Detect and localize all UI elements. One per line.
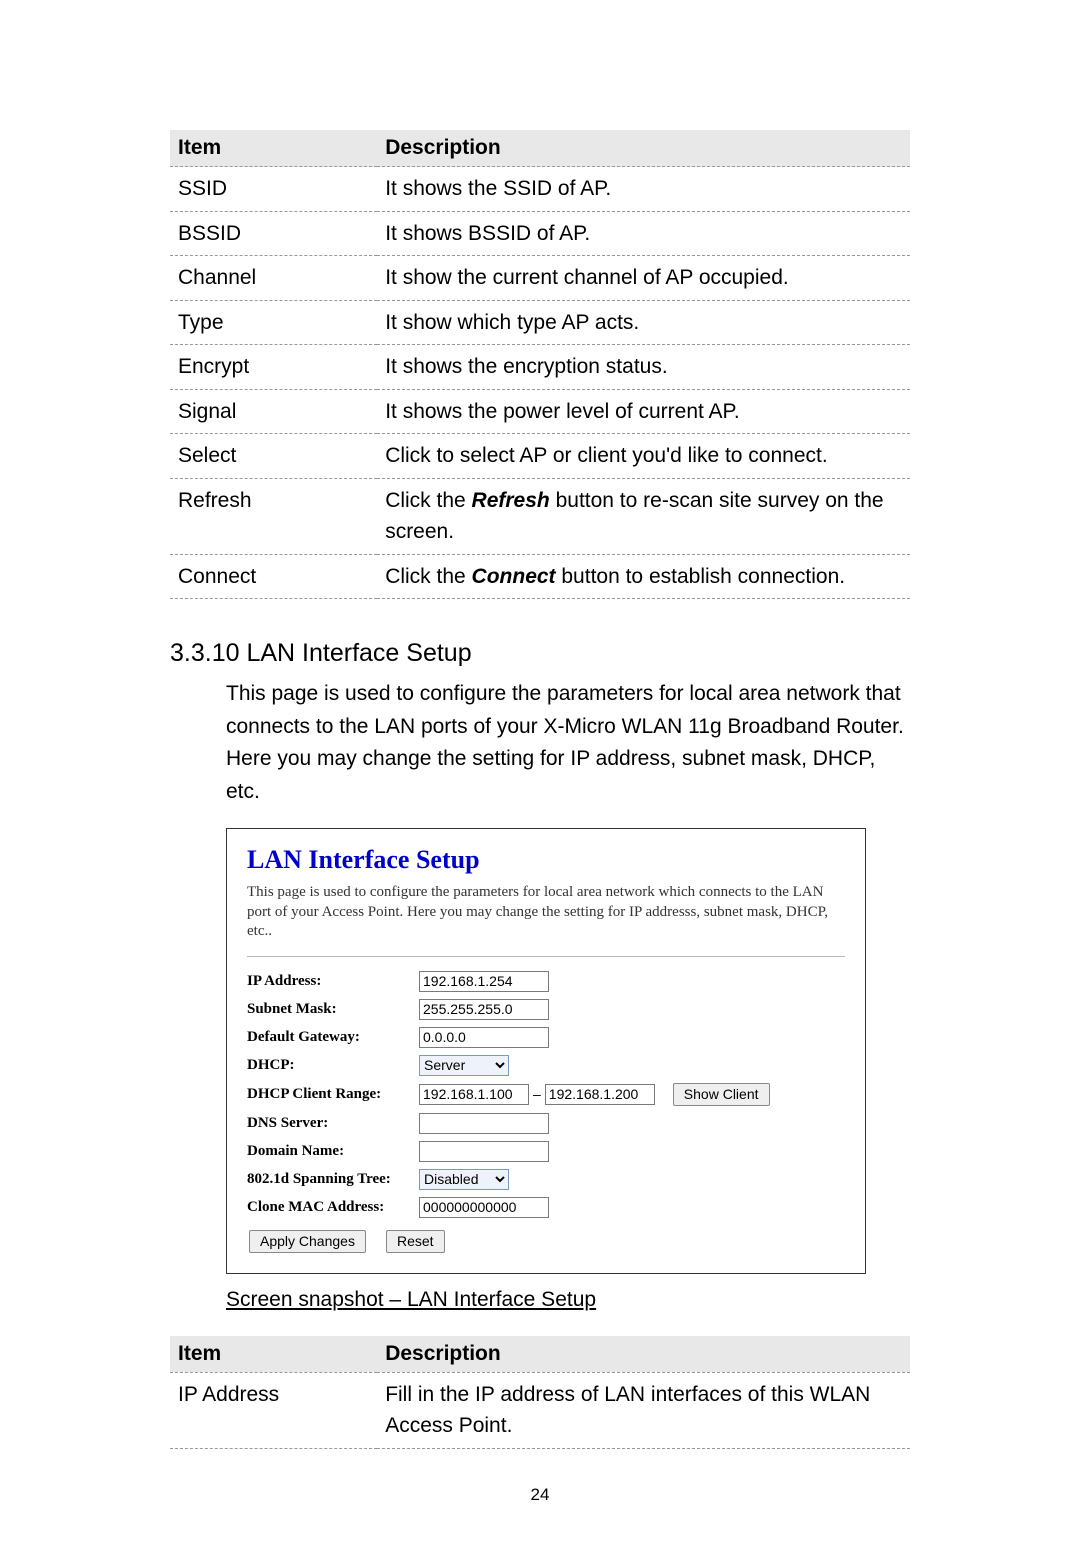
default-gateway-input[interactable] [419,1027,549,1048]
label-range: DHCP Client Range: [247,1086,419,1103]
lan-desc-table: Item Description IP Address Fill in the … [170,1336,910,1449]
label-dns: DNS Server: [247,1115,419,1132]
page-content: Item Description SSID It shows the SSID … [0,0,1080,1545]
cell-desc: It shows BSSID of AP. [377,211,910,256]
label-stp: 802.1d Spanning Tree: [247,1171,419,1188]
desc-bold: Connect [472,565,556,588]
button-row: Apply Changes Reset [247,1230,845,1253]
label-clone: Clone MAC Address: [247,1199,419,1216]
cell-item: SSID [170,167,377,212]
table-row: IP Address Fill in the IP address of LAN… [170,1372,910,1448]
desc-bold: Refresh [472,489,550,512]
table-row: Select Click to select AP or client you'… [170,434,910,479]
survey-desc-table: Item Description SSID It shows the SSID … [170,130,910,599]
domain-name-input[interactable] [419,1141,549,1162]
section-body: This page is used to configure the param… [226,678,910,808]
section-number: 3.3.10 [170,639,240,667]
dhcp-range-to-input[interactable] [545,1084,655,1105]
table-row: Encrypt It shows the encryption status. [170,345,910,390]
section-heading: 3.3.10 LAN Interface Setup [170,639,910,668]
dns-server-input[interactable] [419,1113,549,1134]
label-dhcp: DHCP: [247,1057,419,1074]
section-title-text: LAN Interface Setup [246,639,471,667]
range-separator: – [533,1086,541,1102]
desc-pre: Click the [385,565,471,588]
header-item: Item [170,1336,377,1373]
cell-desc: Fill in the IP address of LAN interfaces… [377,1372,910,1448]
row-dhcp: DHCP: Server [247,1055,845,1076]
cell-desc: Click the Connect button to establish co… [377,554,910,599]
cell-item: Refresh [170,478,377,554]
cell-item: Encrypt [170,345,377,390]
table-row: BSSID It shows BSSID of AP. [170,211,910,256]
lan-setup-panel: LAN Interface Setup This page is used to… [226,828,866,1274]
row-domain: Domain Name: [247,1141,845,1162]
desc-pre: Click the [385,489,471,512]
cell-desc: It shows the power level of current AP. [377,389,910,434]
dhcp-range-from-input[interactable] [419,1084,529,1105]
subnet-mask-input[interactable] [419,999,549,1020]
cell-desc: It show the current channel of AP occupi… [377,256,910,301]
label-domain: Domain Name: [247,1143,419,1160]
cell-desc: It show which type AP acts. [377,300,910,345]
label-mask: Subnet Mask: [247,1001,419,1018]
header-item: Item [170,130,377,167]
row-stp: 802.1d Spanning Tree: Disabled [247,1169,845,1190]
cell-item: Signal [170,389,377,434]
table-header-row: Item Description [170,1336,910,1373]
table-row: Signal It shows the power level of curre… [170,389,910,434]
cell-item: Connect [170,554,377,599]
cell-item: Type [170,300,377,345]
row-dns: DNS Server: [247,1113,845,1134]
header-desc: Description [377,1336,910,1373]
cell-item: IP Address [170,1372,377,1448]
label-gw: Default Gateway: [247,1029,419,1046]
row-mask: Subnet Mask: [247,999,845,1020]
cell-item: BSSID [170,211,377,256]
row-gw: Default Gateway: [247,1027,845,1048]
cell-desc: Click to select AP or client you'd like … [377,434,910,479]
cell-desc: Click the Refresh button to re-scan site… [377,478,910,554]
table-row: Connect Click the Connect button to esta… [170,554,910,599]
cell-item: Select [170,434,377,479]
setup-intro: This page is used to configure the param… [247,883,845,957]
cell-desc: It shows the encryption status. [377,345,910,390]
ip-address-input[interactable] [419,971,549,992]
row-clone: Clone MAC Address: [247,1197,845,1218]
cell-desc: It shows the SSID of AP. [377,167,910,212]
dhcp-select[interactable]: Server [419,1055,509,1076]
show-client-button[interactable]: Show Client [673,1083,770,1106]
row-range: DHCP Client Range: – Show Client [247,1083,845,1106]
spanning-tree-select[interactable]: Disabled [419,1169,509,1190]
clone-mac-input[interactable] [419,1197,549,1218]
cell-item: Channel [170,256,377,301]
page-number: 24 [170,1485,910,1505]
reset-button[interactable]: Reset [386,1230,445,1253]
setup-title: LAN Interface Setup [247,845,845,875]
apply-changes-button[interactable]: Apply Changes [249,1230,366,1253]
label-ip: IP Address: [247,973,419,990]
header-desc: Description [377,130,910,167]
table-row: SSID It shows the SSID of AP. [170,167,910,212]
table-row: Channel It show the current channel of A… [170,256,910,301]
table-row: Type It show which type AP acts. [170,300,910,345]
desc-post: button to establish connection. [556,565,846,588]
table-header-row: Item Description [170,130,910,167]
screenshot-caption: Screen snapshot – LAN Interface Setup [226,1288,910,1312]
table-row: Refresh Click the Refresh button to re-s… [170,478,910,554]
row-ip: IP Address: [247,971,845,992]
